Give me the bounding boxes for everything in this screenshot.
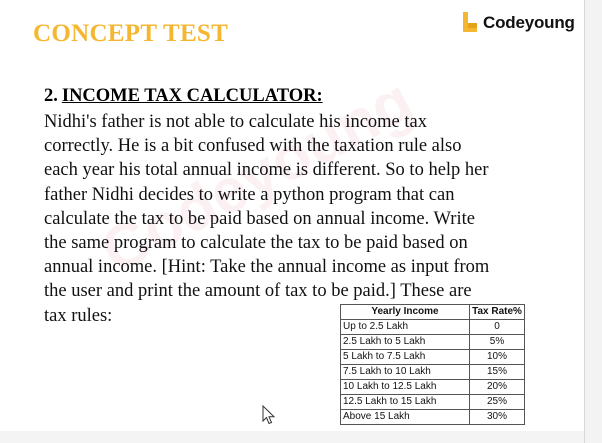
question-body: Nidhi's father is not able to calculate … xyxy=(44,110,489,328)
question-line: annual income. [Hint: Take the annual in… xyxy=(44,257,490,278)
income-slab-cell: 10 Lakh to 12.5 Lakh xyxy=(340,379,470,395)
tax-rules-table: Yearly Income Tax Rate% Up to 2.5 Lakh 0… xyxy=(340,304,525,425)
tax-rate-cell: 25% xyxy=(469,394,525,410)
question-line: the same program to calculate the tax to… xyxy=(44,233,468,254)
table-row: 10 Lakh to 12.5 Lakh 20% xyxy=(340,379,525,395)
income-slab-cell: Above 15 Lakh xyxy=(340,409,470,425)
column-header-yearly-income: Yearly Income xyxy=(340,304,470,320)
page-title: CONCEPT TEST xyxy=(33,20,229,47)
table-row: 12.5 Lakh to 15 Lakh 25% xyxy=(340,394,525,410)
brand-logo: Codeyoung xyxy=(461,10,575,36)
tax-rate-cell: 10% xyxy=(469,349,525,365)
right-margin-strip xyxy=(584,0,602,443)
question-number: 2. xyxy=(44,86,58,106)
question-heading: 2. INCOME TAX CALCULATOR: xyxy=(44,86,323,107)
income-slab-cell: 5 Lakh to 7.5 Lakh xyxy=(340,349,470,365)
table-row: 5 Lakh to 7.5 Lakh 10% xyxy=(340,349,525,365)
brand-name: Codeyoung xyxy=(483,13,575,32)
question-line: calculate the tax to be paid based on an… xyxy=(44,208,475,229)
column-header-tax-rate: Tax Rate% xyxy=(469,304,525,320)
table-header-row: Yearly Income Tax Rate% xyxy=(340,304,525,320)
income-slab-cell: Up to 2.5 Lakh xyxy=(340,319,470,335)
table-row: 7.5 Lakh to 10 Lakh 15% xyxy=(340,364,525,380)
income-slab-cell: 7.5 Lakh to 10 Lakh xyxy=(340,364,470,380)
tax-rate-cell: 30% xyxy=(469,409,525,425)
income-slab-cell: 2.5 Lakh to 5 Lakh xyxy=(340,334,470,350)
table-row: Up to 2.5 Lakh 0 xyxy=(340,319,525,335)
table-row: 2.5 Lakh to 5 Lakh 5% xyxy=(340,334,525,350)
question-line: Nidhi's father is not able to calculate … xyxy=(44,112,427,132)
tax-rate-cell: 20% xyxy=(469,379,525,395)
question-line: father Nidhi decides to write a python p… xyxy=(44,184,455,205)
question-line: the user and print the amount of tax to … xyxy=(44,281,472,302)
tax-rate-cell: 15% xyxy=(469,364,525,380)
table-row: Above 15 Lakh 30% xyxy=(340,409,525,425)
bottom-margin-strip xyxy=(0,431,584,443)
slide: Codeyoung CONCEPT TEST Codeyoung 2. INCOM… xyxy=(33,10,575,430)
question-line: tax rules: xyxy=(44,305,113,326)
question-line: each year his total annual income is dif… xyxy=(44,160,489,181)
tax-rate-cell: 0 xyxy=(469,319,525,335)
question-line: correctly. He is a bit confused with the… xyxy=(44,136,462,157)
codeyoung-logo-icon xyxy=(461,12,479,34)
mouse-pointer-icon xyxy=(262,404,276,430)
income-slab-cell: 12.5 Lakh to 15 Lakh xyxy=(340,394,470,410)
question-title: INCOME TAX CALCULATOR: xyxy=(61,86,323,106)
tax-rate-cell: 5% xyxy=(469,334,525,350)
